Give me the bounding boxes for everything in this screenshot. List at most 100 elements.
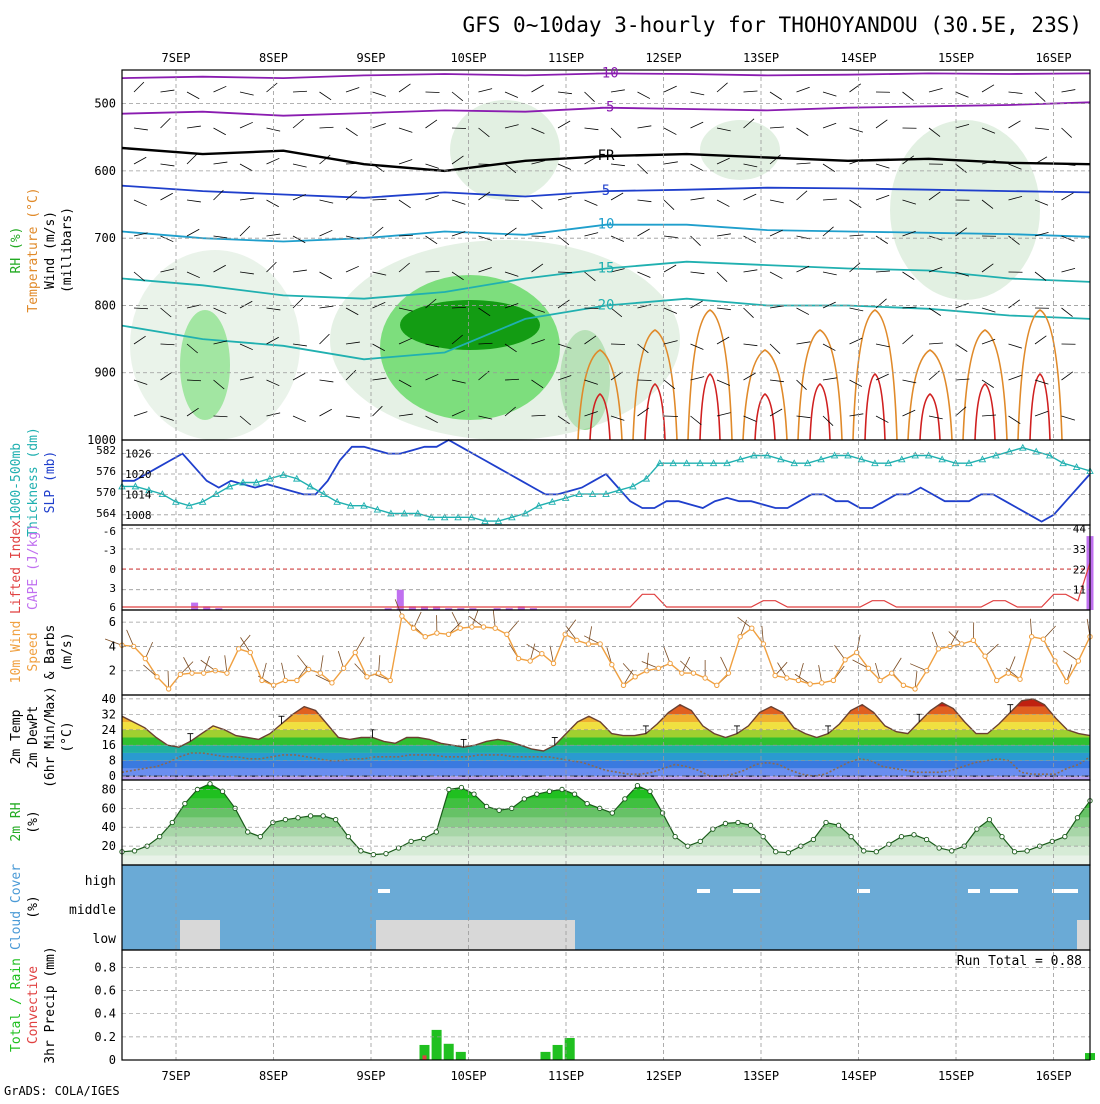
rh2m-marker bbox=[409, 839, 413, 843]
rh2m-marker bbox=[1063, 834, 1067, 838]
li-tick: -6 bbox=[103, 525, 116, 538]
cloud-high-fill bbox=[733, 889, 760, 893]
wind-barb bbox=[320, 334, 330, 344]
wind-barb bbox=[187, 200, 201, 202]
axis-title-cape_li: Lifted Index bbox=[9, 520, 24, 614]
wind-barb bbox=[664, 128, 676, 135]
isotherm-label: -5 bbox=[598, 100, 615, 116]
wind10m-marker bbox=[1029, 635, 1033, 639]
temp-tick: 8 bbox=[109, 754, 116, 768]
wind10m-marker bbox=[166, 687, 170, 691]
wind-barb bbox=[585, 233, 599, 236]
wind-barb bbox=[214, 162, 228, 164]
wind10m-marker bbox=[960, 642, 964, 646]
wind-barb bbox=[399, 200, 411, 208]
wind10m-marker bbox=[866, 666, 870, 670]
rh2m-marker bbox=[987, 817, 991, 821]
wind-barb bbox=[320, 380, 334, 382]
wind10m-marker bbox=[994, 678, 998, 682]
wind-barb bbox=[876, 271, 890, 272]
wind-barb bbox=[691, 416, 702, 425]
rh2m-marker bbox=[434, 830, 438, 834]
rh-tick: 80 bbox=[102, 782, 116, 796]
rh-tick: 40 bbox=[102, 820, 116, 834]
temp-tick: 40 bbox=[102, 692, 116, 706]
wind-barb bbox=[664, 86, 677, 92]
wind-barb bbox=[956, 92, 969, 97]
precip-total-bar bbox=[553, 1045, 563, 1060]
footer-credit: GrADS: COLA/IGES bbox=[4, 1084, 120, 1098]
wind-barb bbox=[876, 416, 888, 423]
rh2m-marker bbox=[786, 851, 790, 855]
wind-barb bbox=[373, 227, 384, 236]
wind10m-marker bbox=[540, 652, 544, 656]
date-label-bottom: 8SEP bbox=[259, 1069, 288, 1083]
wind-barb bbox=[611, 90, 625, 92]
wind-barb bbox=[1062, 416, 1075, 420]
axis-unit-temp2m: (°C) bbox=[60, 721, 75, 752]
wind10m-marker bbox=[796, 678, 800, 682]
wind-barb bbox=[134, 128, 148, 130]
wind-barb bbox=[1062, 268, 1076, 272]
rh2m-marker bbox=[585, 801, 589, 805]
wind-barb bbox=[267, 200, 279, 207]
wind-barb bbox=[956, 344, 968, 352]
wind-barb bbox=[1062, 193, 1074, 200]
rh2m-marker bbox=[208, 782, 212, 786]
date-label-top: 10SEP bbox=[450, 51, 486, 65]
wind-barb bbox=[691, 272, 705, 274]
wind-barb bbox=[638, 200, 652, 202]
wind10m-marker bbox=[365, 675, 369, 679]
wind-barb bbox=[850, 128, 863, 132]
rh-band bbox=[122, 856, 1090, 865]
isotherm-label: -10 bbox=[593, 65, 618, 81]
cloud-high-fill bbox=[378, 889, 390, 893]
wind-barb bbox=[744, 344, 758, 346]
date-label-bottom: 10SEP bbox=[450, 1069, 486, 1083]
surface-isotherm-hot bbox=[975, 384, 995, 440]
axis-title-upper_air: RH (%) bbox=[9, 227, 24, 274]
temp-band bbox=[122, 738, 1090, 746]
wind10m-barb bbox=[493, 610, 495, 628]
wind-barb bbox=[558, 92, 572, 94]
temp-band bbox=[122, 730, 1090, 738]
wind-barb bbox=[876, 164, 889, 168]
wind-barb bbox=[744, 194, 757, 200]
axis-title-precip: Total / Rain bbox=[9, 958, 24, 1052]
rh2m-marker bbox=[472, 792, 476, 796]
wind-barb bbox=[558, 197, 572, 200]
wind-barb bbox=[1009, 300, 1020, 308]
wind-barb bbox=[267, 158, 280, 164]
wind-barb bbox=[638, 164, 648, 174]
wind-barb bbox=[691, 122, 704, 128]
rh2m-marker bbox=[170, 820, 174, 824]
cloud-high-fill bbox=[1052, 889, 1078, 893]
li-tick: 6 bbox=[109, 601, 116, 614]
cloud-background bbox=[122, 865, 1090, 950]
axis-title-upper_air: Wind (m/s) bbox=[43, 211, 58, 289]
wind-barb bbox=[320, 272, 332, 279]
precip-tick: 0.2 bbox=[94, 1030, 116, 1044]
wind-barb bbox=[770, 200, 784, 203]
date-label-top: 15SEP bbox=[938, 51, 974, 65]
rh2m-marker bbox=[1075, 816, 1079, 820]
temp-band bbox=[122, 707, 1090, 715]
wind10m-marker bbox=[831, 678, 835, 682]
rh-band bbox=[122, 799, 1090, 808]
wind-barb bbox=[161, 236, 174, 242]
wind-barb bbox=[293, 298, 303, 308]
wind-barb bbox=[187, 229, 199, 236]
wind10m-marker bbox=[668, 661, 672, 665]
wind-barb bbox=[850, 308, 864, 311]
surface-isotherm-hot bbox=[865, 374, 885, 440]
wind10m-marker bbox=[598, 642, 602, 646]
wind-barb bbox=[187, 92, 199, 99]
wind-barb bbox=[664, 162, 678, 164]
rh2m-marker bbox=[1025, 849, 1029, 853]
wind-barb bbox=[876, 344, 890, 347]
wind10m-barb bbox=[168, 671, 169, 689]
wind-barb bbox=[320, 409, 332, 416]
wind-barb bbox=[320, 230, 333, 236]
wind-barb bbox=[558, 164, 571, 169]
wind10m-marker bbox=[341, 666, 345, 670]
